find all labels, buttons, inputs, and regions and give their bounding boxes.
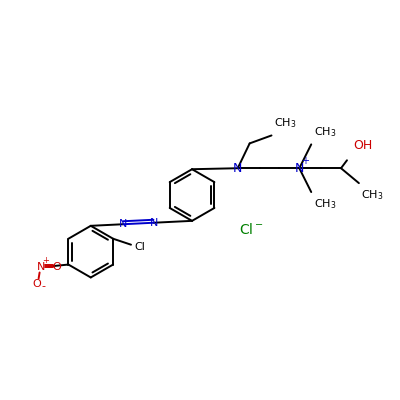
Text: N: N (149, 218, 158, 228)
Text: O: O (52, 262, 61, 272)
Text: CH$_3$: CH$_3$ (361, 188, 383, 202)
Text: Cl$^-$: Cl$^-$ (239, 222, 264, 237)
Text: Cl: Cl (134, 242, 145, 252)
Text: CH$_3$: CH$_3$ (314, 126, 337, 140)
Text: CH$_3$: CH$_3$ (314, 197, 337, 211)
Text: +: + (301, 156, 309, 166)
Text: +: + (42, 256, 49, 265)
Text: N: N (295, 162, 304, 175)
Text: -: - (42, 281, 46, 291)
Text: N: N (119, 219, 127, 229)
Text: N: N (233, 162, 242, 175)
Text: OH: OH (353, 139, 372, 152)
Text: O: O (32, 280, 41, 290)
Text: CH$_3$: CH$_3$ (274, 117, 297, 130)
Text: N: N (36, 262, 45, 272)
